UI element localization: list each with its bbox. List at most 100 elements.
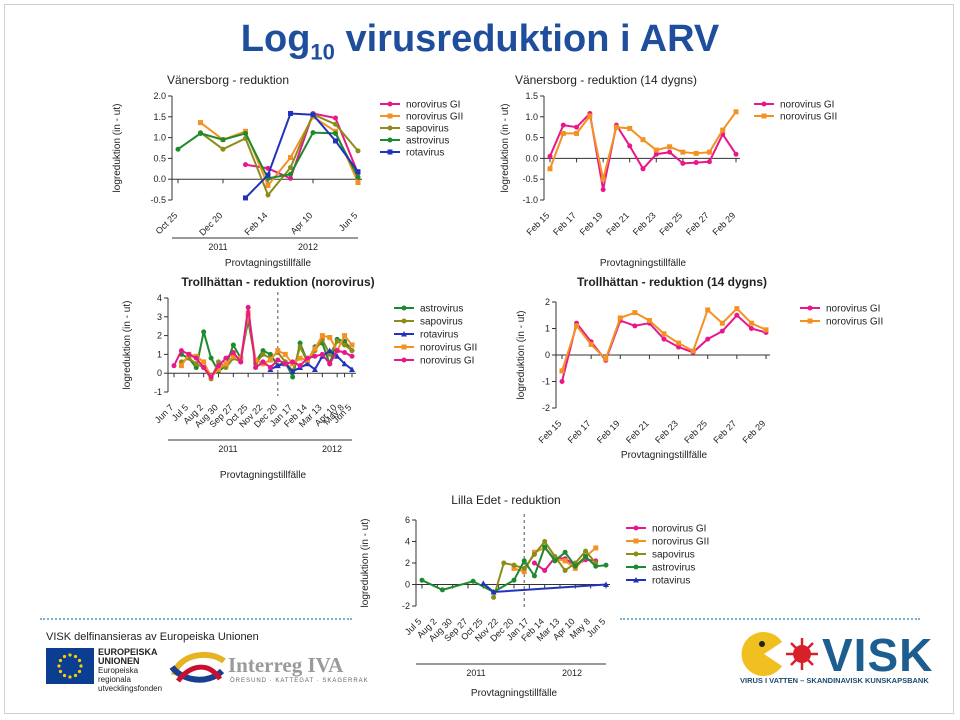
- data-point: [282, 361, 288, 367]
- data-point: [297, 355, 303, 361]
- slide-frame: [4, 4, 954, 714]
- x-tick-label: Feb 21: [624, 418, 651, 445]
- slide-title: Log10 virusreduktion i ARV: [240, 18, 720, 65]
- data-point: [275, 348, 281, 354]
- legend-entry: astrovirus: [394, 304, 463, 315]
- y-axis-label: logreduktion (in - ut): [360, 519, 371, 608]
- data-point: [720, 127, 726, 133]
- data-point: [562, 558, 568, 564]
- data-point: [319, 351, 325, 357]
- data-point: [748, 320, 754, 326]
- data-point: [705, 336, 711, 342]
- y-tick-label: 0.0: [153, 174, 166, 184]
- data-point: [171, 363, 177, 369]
- data-point: [667, 149, 673, 155]
- data-point: [560, 130, 566, 136]
- interreg-logo: [168, 645, 348, 689]
- y-axis-label: logreduktion (in - ut): [122, 301, 133, 390]
- legend-entry: rotavirus: [380, 148, 444, 159]
- data-point: [547, 153, 553, 159]
- legend-label: norovirus GII: [406, 112, 463, 123]
- data-point: [574, 130, 580, 136]
- series-line: [180, 320, 353, 381]
- data-point: [198, 120, 203, 126]
- data-point: [559, 368, 565, 374]
- y-tick-label: -0.5: [522, 174, 538, 184]
- footer-divider: [40, 618, 352, 620]
- data-point: [603, 562, 609, 568]
- y-tick-label: -2: [402, 601, 410, 611]
- data-point: [705, 307, 711, 313]
- legend-label: norovirus GI: [406, 100, 460, 111]
- data-point: [640, 166, 646, 172]
- data-point: [216, 366, 221, 372]
- eu-star-icon: [68, 653, 72, 657]
- x-tick-label: Feb 19: [578, 210, 605, 237]
- data-point: [201, 365, 207, 371]
- x-tick-label: Dec 20: [197, 210, 224, 237]
- legend-entry: sapovirus: [626, 550, 695, 561]
- y-axis-label: logreduktion (in - ut): [112, 104, 123, 193]
- eu-star-icon: [79, 664, 83, 668]
- data-point: [653, 151, 659, 157]
- data-point: [676, 344, 682, 350]
- x-tick-label: Feb 17: [566, 418, 593, 445]
- data-point: [267, 357, 273, 363]
- series-norovirus-gi: [171, 304, 355, 380]
- data-point: [588, 341, 594, 347]
- data-point: [342, 350, 348, 356]
- data-point: [680, 149, 686, 155]
- visk-logo-icon: [740, 628, 920, 688]
- series-line: [561, 313, 767, 382]
- y-tick-label: 2: [157, 331, 162, 341]
- data-point: [208, 374, 214, 380]
- y-tick-label: 0.5: [153, 153, 166, 163]
- data-point: [220, 137, 226, 143]
- y-tick-label: 0: [545, 350, 550, 360]
- x-tick-label: Feb 29: [741, 418, 768, 445]
- eu-star-icon: [57, 664, 61, 668]
- data-point: [265, 192, 271, 198]
- eu-label: EUROPEISKA UNIONEN Europeiska regionala utv…: [98, 647, 163, 694]
- data-point: [501, 560, 507, 566]
- data-point: [288, 110, 293, 116]
- data-point: [593, 563, 599, 569]
- data-point: [559, 379, 565, 384]
- legend-entry: norovirus GII: [380, 112, 463, 123]
- data-point: [521, 558, 527, 564]
- y-tick-label: 2: [545, 297, 550, 307]
- data-point: [186, 351, 192, 357]
- footer-divider: [620, 618, 920, 620]
- data-point: [178, 363, 184, 369]
- data-point: [245, 304, 251, 310]
- series-line: [177, 131, 359, 180]
- data-point: [690, 348, 696, 354]
- data-point: [223, 361, 229, 367]
- data-point: [334, 353, 341, 359]
- legend-label: rotavirus: [652, 576, 690, 587]
- data-point: [349, 342, 355, 348]
- data-point: [719, 328, 725, 334]
- data-point: [282, 351, 288, 357]
- data-point: [265, 182, 271, 188]
- data-point: [310, 130, 316, 136]
- data-point: [327, 334, 333, 340]
- series-norovirus-gii: [547, 109, 739, 182]
- data-point: [733, 151, 739, 157]
- data-point: [661, 336, 667, 342]
- data-point: [640, 137, 646, 143]
- data-point: [220, 146, 226, 152]
- y-tick-label: 0: [405, 580, 410, 590]
- y-tick-label: 1.5: [525, 91, 538, 101]
- legend-entry: norovirus GI: [380, 100, 460, 111]
- year-label: 2011: [466, 668, 485, 678]
- data-point: [706, 159, 712, 165]
- data-point: [238, 359, 244, 365]
- legend-entry: norovirus GII: [800, 317, 883, 328]
- data-point: [562, 568, 568, 574]
- data-point: [419, 577, 425, 583]
- data-point: [327, 351, 333, 357]
- y-tick-label: -1: [542, 377, 550, 387]
- data-point: [734, 306, 740, 312]
- chart-trollhattan-norovirus: Trollhättan - reduktion (norovirus) 4 3 2 1 0…: [118, 272, 488, 482]
